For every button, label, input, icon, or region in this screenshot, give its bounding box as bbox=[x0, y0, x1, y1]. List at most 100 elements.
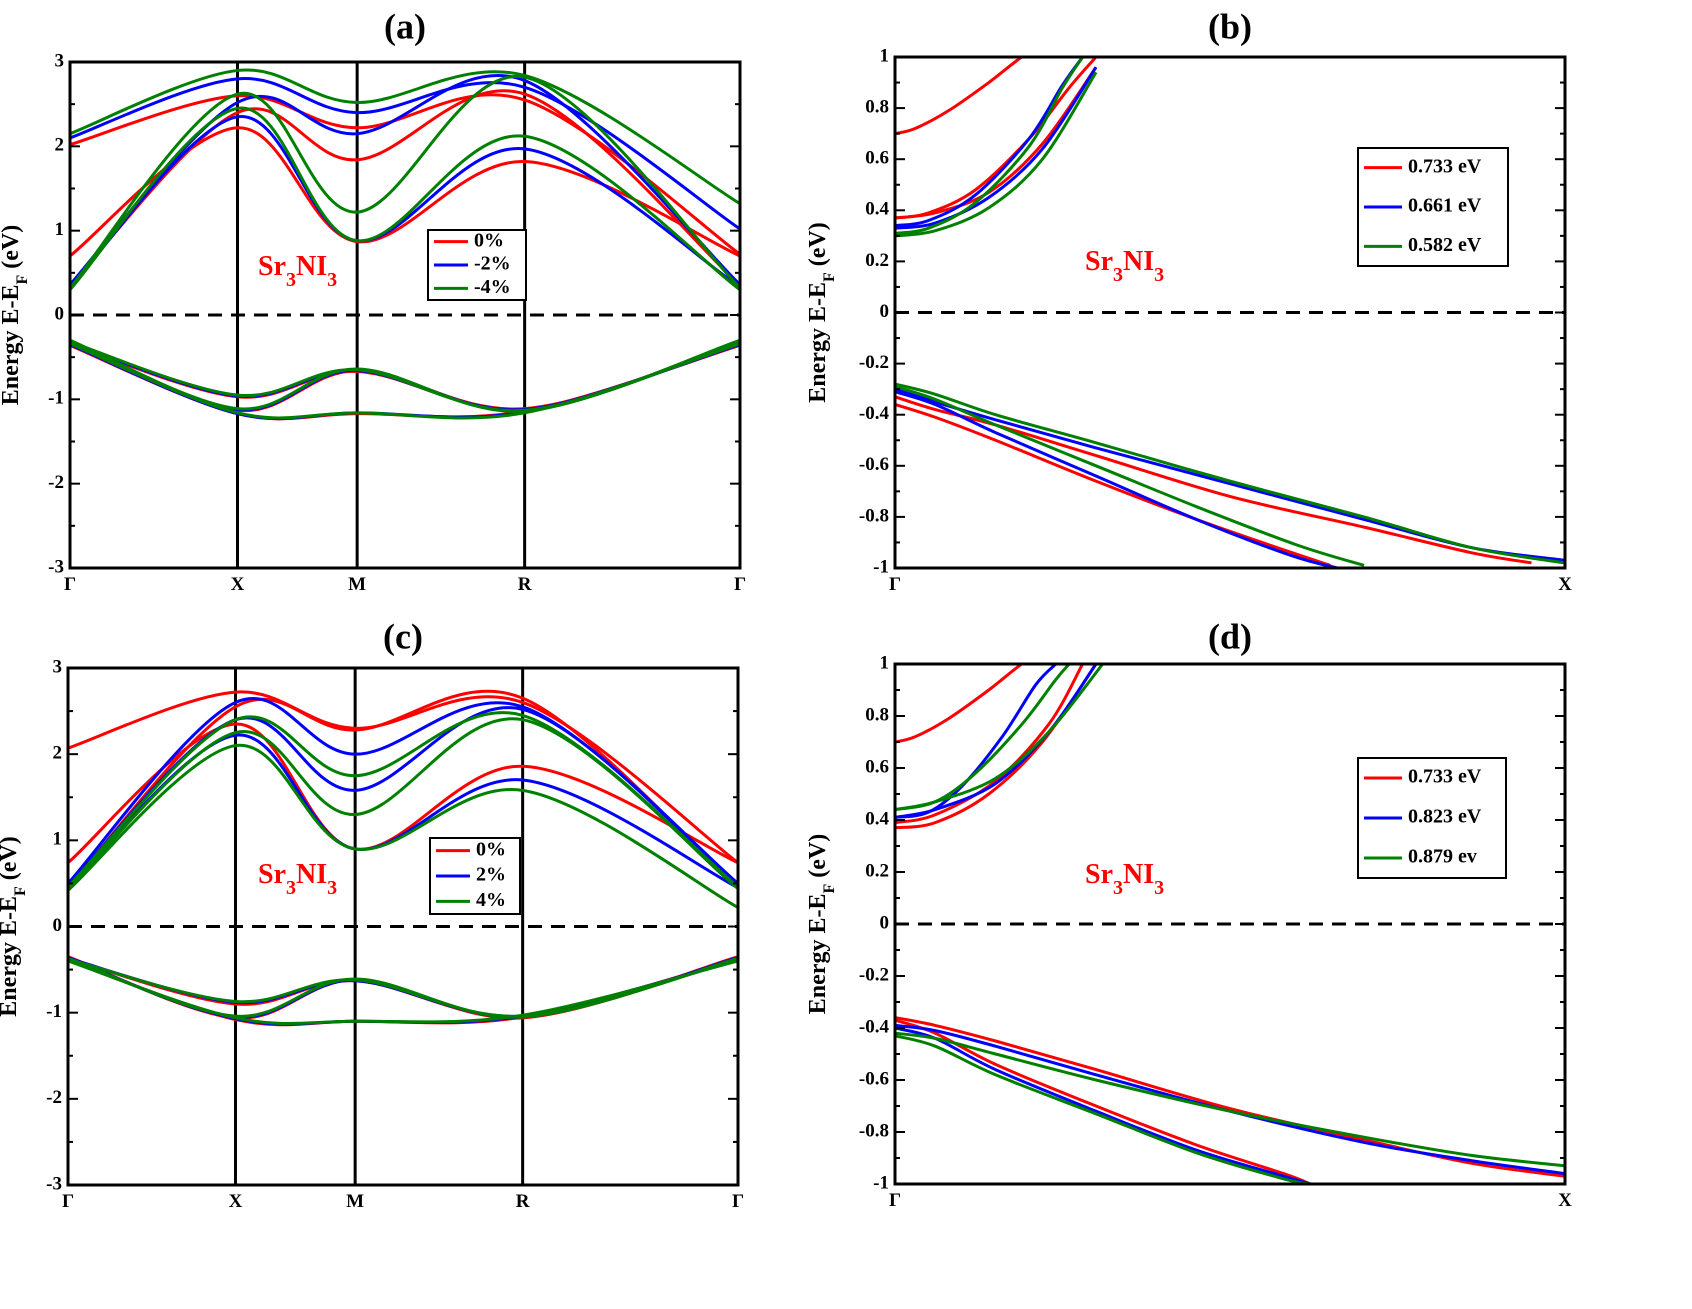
y-axis-label: Energy E-EF (eV) bbox=[805, 222, 838, 402]
kpoint-label: Γ bbox=[734, 574, 746, 595]
legend-label: 0.733 eV bbox=[1408, 766, 1482, 788]
y-tick-label: -2 bbox=[46, 1087, 62, 1108]
y-tick-label: 0.2 bbox=[865, 860, 889, 881]
series-red bbox=[68, 689, 738, 1027]
series-red bbox=[895, 57, 1532, 567]
y-tick-label: -0.2 bbox=[859, 352, 889, 373]
legend-label: 0% bbox=[474, 229, 504, 251]
legend: 0.733 eV 0.823 eV 0.879 ev bbox=[1357, 757, 1507, 879]
series-red bbox=[70, 89, 740, 421]
legend: 0.733 eV 0.661 eV 0.582 eV bbox=[1357, 147, 1509, 267]
y-tick-label: 0.4 bbox=[865, 808, 889, 829]
y-tick-label: -2 bbox=[48, 472, 64, 493]
kpoint-label: M bbox=[346, 1191, 364, 1212]
band-line bbox=[895, 664, 1025, 744]
kpoint-label: X bbox=[1558, 1190, 1572, 1211]
y-tick-label: -0.2 bbox=[859, 964, 889, 985]
band-line bbox=[895, 385, 1365, 567]
band-line bbox=[70, 126, 740, 258]
y-tick-label: 1 bbox=[55, 219, 65, 240]
band-line bbox=[68, 957, 738, 1018]
y-axis-label: Energy E-EF (eV) bbox=[0, 836, 29, 1016]
y-tick-label: 0.2 bbox=[865, 250, 889, 271]
series-green bbox=[895, 664, 1565, 1184]
y-tick-label: 1 bbox=[53, 829, 63, 850]
legend-label: 0.661 eV bbox=[1408, 195, 1482, 217]
legend-label: 0.582 eV bbox=[1408, 234, 1482, 256]
y-tick-label: -1 bbox=[46, 1001, 62, 1022]
band-line bbox=[895, 390, 1338, 568]
band-line bbox=[895, 1018, 1311, 1184]
band-line bbox=[70, 342, 740, 411]
band-line bbox=[68, 959, 738, 1026]
panel-title: (a) bbox=[384, 6, 426, 46]
band-line bbox=[70, 89, 740, 287]
bands bbox=[895, 664, 1565, 1184]
y-tick-label: -0.8 bbox=[859, 1120, 889, 1141]
chart-panel-b: (b) -1 -0.8 -0.6 -0.4 -0.2 0 0.2 0.4 0.6 0.8 1 Γ X Ene… bbox=[805, 6, 1572, 595]
band-line bbox=[70, 342, 740, 420]
band-line bbox=[895, 66, 1098, 230]
band-line bbox=[70, 68, 740, 205]
y-tick-label: 2 bbox=[53, 743, 63, 764]
y-tick-label: -1 bbox=[48, 388, 64, 409]
band-line bbox=[895, 1031, 1565, 1168]
kpoint-label: X bbox=[229, 1191, 243, 1212]
series-green bbox=[895, 57, 1565, 567]
band-line bbox=[895, 57, 1025, 136]
y-tick-label: 0.4 bbox=[865, 199, 889, 220]
y-tick-label: 3 bbox=[55, 50, 65, 71]
band-line bbox=[70, 73, 740, 286]
band-line bbox=[895, 382, 1565, 565]
kpoint-label: Γ bbox=[889, 1190, 901, 1211]
kpoint-label: Γ bbox=[732, 1191, 744, 1212]
compound-label: Sr3NI3 bbox=[1085, 859, 1164, 899]
y-tick-label: -0.6 bbox=[859, 454, 889, 475]
panel-title: (d) bbox=[1208, 616, 1252, 656]
y-axis-label: Energy E-EF (eV) bbox=[0, 225, 31, 405]
compound-label: Sr3NI3 bbox=[258, 251, 337, 291]
y-tick-label: 0 bbox=[880, 301, 890, 322]
y-tick-label: 0.6 bbox=[865, 756, 889, 777]
y-tick-label: 2 bbox=[55, 135, 65, 156]
band-line bbox=[70, 77, 740, 231]
y-tick-label: -3 bbox=[46, 1173, 62, 1194]
chart-panel-c: (c) -3 -2 -1 0 1 2 3 Γ X M R Γ Energy E-EF (eV) Sr3NI3… bbox=[0, 616, 744, 1212]
panel-title: (b) bbox=[1208, 6, 1252, 46]
band-line bbox=[68, 711, 738, 889]
series-blue bbox=[68, 697, 738, 1026]
band-line bbox=[68, 717, 738, 890]
band-line bbox=[70, 341, 740, 412]
y-tick-label: 0 bbox=[55, 303, 65, 324]
band-line bbox=[895, 664, 1084, 825]
legend-label: 0.879 ev bbox=[1408, 846, 1477, 868]
y-tick-label: 1 bbox=[880, 45, 890, 66]
band-line bbox=[70, 340, 740, 413]
compound-label: Sr3NI3 bbox=[258, 859, 337, 899]
y-tick-label: -0.8 bbox=[859, 505, 889, 526]
kpoint-label: Γ bbox=[889, 574, 901, 595]
y-tick-label: -1 bbox=[873, 556, 889, 577]
legend-label: -4% bbox=[474, 276, 511, 298]
kpoint-label: X bbox=[231, 574, 245, 595]
kpoint-label: R bbox=[518, 574, 532, 595]
band-line bbox=[895, 664, 1104, 812]
y-axis-label: Energy E-EF (eV) bbox=[805, 834, 838, 1014]
series-red bbox=[895, 664, 1565, 1184]
y-tick-label: -0.4 bbox=[859, 403, 890, 424]
y-tick-label: 3 bbox=[53, 656, 63, 677]
band-line bbox=[70, 338, 740, 413]
y-tick-label: 0.8 bbox=[865, 704, 889, 725]
series-blue bbox=[70, 73, 740, 421]
band-line bbox=[895, 57, 1084, 235]
band-line bbox=[70, 339, 740, 413]
legend-label: 2% bbox=[476, 864, 506, 886]
legend-label: 4% bbox=[476, 889, 506, 911]
legend-label: 0.823 eV bbox=[1408, 806, 1482, 828]
y-tick-label: -0.4 bbox=[859, 1016, 890, 1037]
chart-panel-d: (d) -1 -0.8 -0.6 -0.4 -0.2 0 0.2 0.4 0.6 0.8 1 Γ X Ene… bbox=[805, 616, 1572, 1211]
y-tick-label: -3 bbox=[48, 556, 64, 577]
band-line bbox=[895, 403, 1331, 567]
y-tick-label: 1 bbox=[880, 652, 890, 673]
